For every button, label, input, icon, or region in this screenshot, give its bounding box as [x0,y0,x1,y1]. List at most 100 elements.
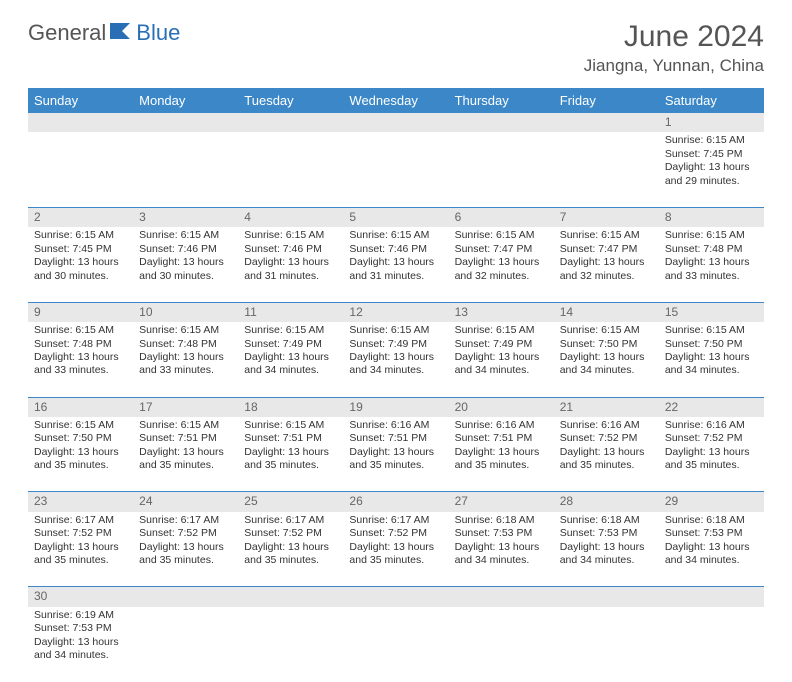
day-detail-cell: Sunrise: 6:15 AMSunset: 7:49 PMDaylight:… [449,322,554,397]
day-detail-cell [238,132,343,207]
day-number-cell: 6 [449,207,554,227]
day-detail-cell [343,607,448,682]
day-header: Saturday [659,88,764,113]
daylight-text: Daylight: 13 hours and 35 minutes. [244,446,337,473]
sunrise-text: Sunrise: 6:16 AM [665,419,758,432]
day-number-cell: 27 [449,492,554,512]
day-number-cell [343,587,448,607]
calendar-table: SundayMondayTuesdayWednesdayThursdayFrid… [28,88,764,682]
sunset-text: Sunset: 7:48 PM [139,338,232,351]
day-detail-cell [238,607,343,682]
daylight-text: Daylight: 13 hours and 35 minutes. [560,446,653,473]
daylight-text: Daylight: 13 hours and 34 minutes. [455,541,548,568]
flag-icon [108,21,134,46]
daylight-text: Daylight: 13 hours and 34 minutes. [455,351,548,378]
sunrise-text: Sunrise: 6:15 AM [455,229,548,242]
brand-logo: General Blue [28,20,180,46]
day-detail-cell [133,132,238,207]
day-number-cell: 30 [28,587,133,607]
day-detail-cell: Sunrise: 6:15 AMSunset: 7:45 PMDaylight:… [28,227,133,302]
sunset-text: Sunset: 7:45 PM [34,243,127,256]
day-detail-cell: Sunrise: 6:15 AMSunset: 7:46 PMDaylight:… [133,227,238,302]
day-number-cell: 29 [659,492,764,512]
day-detail-cell: Sunrise: 6:18 AMSunset: 7:53 PMDaylight:… [659,512,764,587]
brand-blue: Blue [136,20,180,46]
sunset-text: Sunset: 7:45 PM [665,148,758,161]
day-number-cell [343,113,448,132]
sunrise-text: Sunrise: 6:15 AM [139,229,232,242]
day-number-cell [554,587,659,607]
daylight-text: Daylight: 13 hours and 34 minutes. [244,351,337,378]
day-detail-cell: Sunrise: 6:15 AMSunset: 7:50 PMDaylight:… [659,322,764,397]
sunset-text: Sunset: 7:51 PM [349,432,442,445]
daylight-text: Daylight: 13 hours and 29 minutes. [665,161,758,188]
daylight-text: Daylight: 13 hours and 34 minutes. [349,351,442,378]
sunrise-text: Sunrise: 6:15 AM [244,419,337,432]
day-number-cell: 2 [28,207,133,227]
day-number-cell: 14 [554,302,659,322]
sunrise-text: Sunrise: 6:15 AM [560,324,653,337]
day-number-cell [133,113,238,132]
day-detail-cell: Sunrise: 6:15 AMSunset: 7:48 PMDaylight:… [659,227,764,302]
day-header: Monday [133,88,238,113]
sunrise-text: Sunrise: 6:16 AM [455,419,548,432]
day-number-cell [449,113,554,132]
day-number-cell: 13 [449,302,554,322]
sunrise-text: Sunrise: 6:15 AM [34,324,127,337]
daylight-text: Daylight: 13 hours and 33 minutes. [34,351,127,378]
day-detail-cell: Sunrise: 6:15 AMSunset: 7:51 PMDaylight:… [133,417,238,492]
day-number-cell [238,587,343,607]
day-number-cell: 7 [554,207,659,227]
sunrise-text: Sunrise: 6:15 AM [139,324,232,337]
daylight-text: Daylight: 13 hours and 35 minutes. [244,541,337,568]
sunset-text: Sunset: 7:47 PM [560,243,653,256]
sunset-text: Sunset: 7:53 PM [455,527,548,540]
page-header: General Blue June 2024 Jiangna, Yunnan, … [28,20,764,76]
sunrise-text: Sunrise: 6:18 AM [665,514,758,527]
day-detail-cell: Sunrise: 6:16 AMSunset: 7:51 PMDaylight:… [343,417,448,492]
day-number-cell: 4 [238,207,343,227]
day-number-cell: 22 [659,397,764,417]
sunset-text: Sunset: 7:49 PM [244,338,337,351]
day-number-cell: 19 [343,397,448,417]
day-number-cell: 3 [133,207,238,227]
day-number-cell: 10 [133,302,238,322]
daylight-text: Daylight: 13 hours and 35 minutes. [34,446,127,473]
title-block: June 2024 Jiangna, Yunnan, China [584,20,764,76]
day-detail-cell: Sunrise: 6:15 AMSunset: 7:46 PMDaylight:… [343,227,448,302]
daylight-text: Daylight: 13 hours and 35 minutes. [665,446,758,473]
day-number-cell: 12 [343,302,448,322]
day-number-cell: 17 [133,397,238,417]
sunrise-text: Sunrise: 6:15 AM [349,324,442,337]
day-detail-cell [133,607,238,682]
sunset-text: Sunset: 7:52 PM [560,432,653,445]
daylight-text: Daylight: 13 hours and 34 minutes. [665,351,758,378]
day-detail-cell: Sunrise: 6:17 AMSunset: 7:52 PMDaylight:… [133,512,238,587]
sunset-text: Sunset: 7:52 PM [244,527,337,540]
day-detail-cell: Sunrise: 6:15 AMSunset: 7:47 PMDaylight:… [449,227,554,302]
day-header: Friday [554,88,659,113]
sunrise-text: Sunrise: 6:15 AM [665,134,758,147]
sunrise-text: Sunrise: 6:17 AM [244,514,337,527]
daylight-text: Daylight: 13 hours and 34 minutes. [665,541,758,568]
day-number-cell: 5 [343,207,448,227]
sunrise-text: Sunrise: 6:15 AM [560,229,653,242]
sunrise-text: Sunrise: 6:15 AM [244,229,337,242]
sunrise-text: Sunrise: 6:15 AM [665,324,758,337]
sunrise-text: Sunrise: 6:17 AM [34,514,127,527]
day-header: Wednesday [343,88,448,113]
page-title: June 2024 [584,20,764,54]
sunset-text: Sunset: 7:51 PM [244,432,337,445]
sunrise-text: Sunrise: 6:15 AM [455,324,548,337]
day-number-cell: 18 [238,397,343,417]
sunrise-text: Sunrise: 6:16 AM [560,419,653,432]
day-header: Tuesday [238,88,343,113]
day-detail-cell: Sunrise: 6:19 AMSunset: 7:53 PMDaylight:… [28,607,133,682]
daylight-text: Daylight: 13 hours and 34 minutes. [34,636,127,663]
day-detail-cell: Sunrise: 6:16 AMSunset: 7:52 PMDaylight:… [659,417,764,492]
daylight-text: Daylight: 13 hours and 35 minutes. [349,446,442,473]
day-number-cell: 15 [659,302,764,322]
daylight-text: Daylight: 13 hours and 34 minutes. [560,351,653,378]
day-detail-cell: Sunrise: 6:18 AMSunset: 7:53 PMDaylight:… [554,512,659,587]
location: Jiangna, Yunnan, China [584,56,764,76]
